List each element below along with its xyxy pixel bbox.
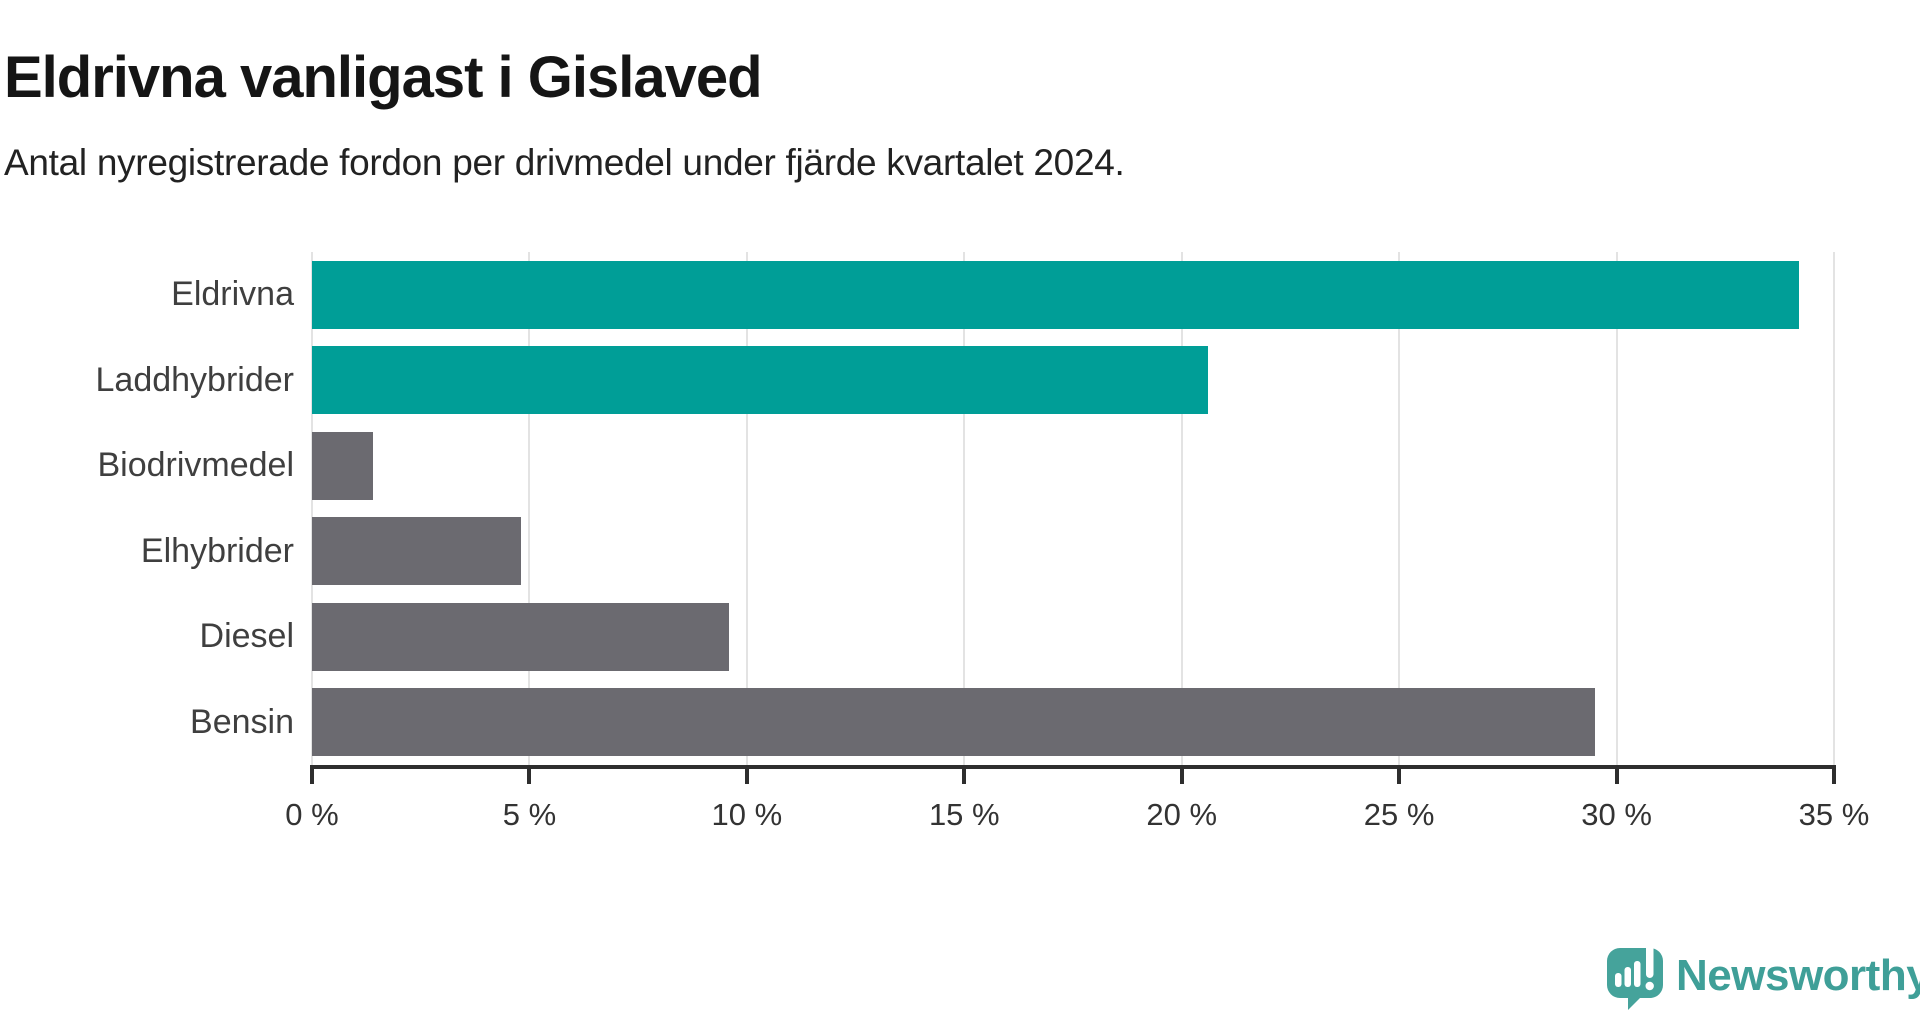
x-axis-tick-label-10: 10 % (711, 797, 783, 832)
bar-bensin (312, 688, 1595, 757)
gridline-35 (1833, 252, 1835, 765)
gridline-25 (1398, 252, 1401, 765)
gridline-10 (745, 252, 748, 765)
gridline-20 (1180, 252, 1183, 765)
newsworthy-wordmark: Newsworthy (1676, 951, 1920, 1000)
bar-row-eldrivna (312, 252, 1834, 338)
bar-biodrivmedel (312, 431, 373, 500)
bar-eldrivna (312, 260, 1800, 329)
bar-row-bensin (312, 680, 1834, 766)
x-axis-tick-label-15: 15 % (928, 797, 1000, 832)
bars-layer (312, 252, 1834, 765)
chart-title: Eldrivna vanligast i Gislaved (4, 44, 763, 110)
gridline-0 (311, 252, 313, 765)
gridline-15 (963, 252, 966, 765)
y-axis-label-elhybrider: Elhybrider (140, 531, 294, 570)
bar-row-elhybrider (312, 509, 1834, 595)
y-axis-label-laddhybrider: Laddhybrider (95, 360, 294, 399)
x-axis-tick-30 (1614, 769, 1619, 784)
y-axis-label-eldrivna: Eldrivna (171, 275, 294, 314)
x-axis-tick-10 (744, 769, 749, 784)
bar-elhybrider (312, 517, 521, 586)
x-axis-tick-25 (1397, 769, 1402, 784)
x-axis-tick-label-0: 0 % (285, 797, 339, 832)
y-axis-labels: Eldrivna Laddhybrider Biodrivmedel Elhybrid… (0, 252, 294, 765)
x-axis-tick-label-30: 30 % (1581, 797, 1652, 832)
x-axis-tick-label-20: 20 % (1146, 797, 1218, 832)
y-axis-label-bensin: Bensin (190, 702, 294, 741)
bar-row-diesel (312, 594, 1834, 680)
y-axis-label-diesel: Diesel (199, 617, 294, 656)
newsworthy-logo-icon (1606, 942, 1664, 1010)
x-axis-tick-5 (527, 769, 532, 784)
x-axis-tick-label-5: 5 % (502, 797, 557, 832)
gridline-5 (528, 252, 531, 765)
x-axis-tick-20 (1179, 769, 1184, 784)
x-axis-tick-35 (1832, 769, 1836, 784)
plot-area: 0 % 5 % 10 % 15 % 20 % 25 % 30 % 35 % (285, 252, 1869, 832)
chart-subtitle: Antal nyregistrerade fordon per drivmede… (4, 142, 1125, 183)
bar-row-biodrivmedel (312, 423, 1834, 509)
x-axis-tick-label-25: 25 % (1363, 797, 1435, 832)
bar-laddhybrider (312, 346, 1208, 415)
y-axis-label-biodrivmedel: Biodrivmedel (97, 446, 294, 485)
x-axis-tick-label-35: 35 % (1798, 797, 1870, 832)
x-axis-tick-15 (962, 769, 967, 784)
gridline-30 (1615, 252, 1618, 765)
x-axis-line (310, 765, 1836, 769)
x-axis-tick-0 (310, 769, 314, 784)
newsworthy-logo: Newsworthy (1606, 942, 1920, 1010)
bar-row-laddhybrider (312, 338, 1834, 424)
bar-diesel (312, 602, 730, 671)
